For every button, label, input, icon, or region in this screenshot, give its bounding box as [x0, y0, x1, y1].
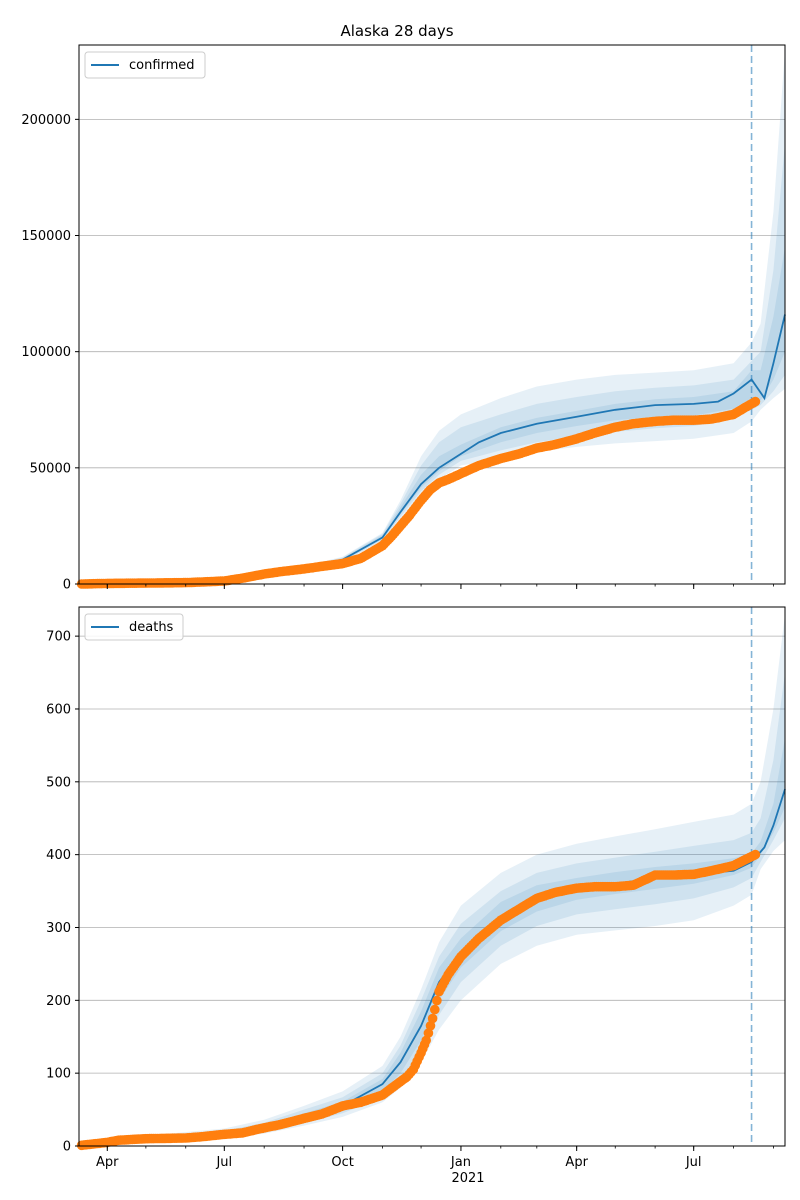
confirmed-panel: Alaska 28 days 050000100000150000200000 … [21, 22, 786, 593]
x-axis [106, 584, 774, 589]
uncertainty-band [79, 49, 785, 584]
x-tick-label: Jan [450, 1155, 471, 1170]
x-tick-label: Jul [685, 1155, 702, 1170]
observed-points [76, 396, 761, 589]
x-tick-label: Apr [565, 1155, 588, 1170]
chart-title: Alaska 28 days [340, 22, 453, 40]
observed-point [430, 1004, 440, 1015]
observed-point [750, 849, 761, 860]
deaths-panel: 0 100 200 300 400 500 600 700 Apr Jul Oct Jan Apr Ju… [46, 606, 786, 1186]
plot-frame [78, 606, 786, 1147]
legend-label: confirmed [129, 58, 195, 73]
y-tick-label: 300 [46, 921, 71, 936]
x-tick-year-label: 2021 [451, 1171, 484, 1186]
y-tick-label: 700 [46, 630, 71, 645]
legend-box [84, 613, 184, 641]
y-tick-label: 500 [46, 775, 71, 790]
y-tick-label: 600 [46, 702, 71, 717]
observed-point [421, 1035, 432, 1046]
legend-label: deaths [129, 620, 174, 635]
uncertainty-bands [79, 49, 785, 584]
legend: deaths [84, 613, 184, 641]
y-tick-label: 400 [46, 848, 71, 863]
observed-point [427, 1013, 438, 1024]
legend-box [84, 51, 206, 79]
y-tick-label: 0 [63, 578, 71, 593]
observed-point [750, 396, 761, 407]
observed-points [76, 849, 761, 1151]
y-axis: 0 100 200 300 400 500 600 700 [46, 630, 79, 1155]
y-tick-label: 150000 [21, 229, 71, 244]
x-tick-label: Apr [96, 1155, 119, 1170]
x-tick-label: Oct [331, 1155, 353, 1170]
y-tick-label: 200 [46, 994, 71, 1009]
y-tick-label: 100000 [21, 345, 71, 360]
x-axis: Apr Jul Oct Jan Apr Jul [96, 1146, 774, 1170]
y-tick-label: 100 [46, 1067, 71, 1082]
x-tick-label: Jul [215, 1155, 232, 1170]
plot-frame [78, 44, 786, 585]
observed-point [423, 1028, 434, 1038]
y-tick-label: 0 [63, 1140, 71, 1155]
y-axis: 0 50000 100000 150000 200000 [21, 113, 79, 593]
observed-point [425, 1021, 436, 1031]
observed-point [432, 995, 442, 1006]
y-tick-label: 200000 [21, 113, 71, 128]
y-tick-label: 50000 [30, 461, 71, 476]
legend: confirmed [84, 51, 206, 79]
uncertainty-band [79, 247, 785, 584]
